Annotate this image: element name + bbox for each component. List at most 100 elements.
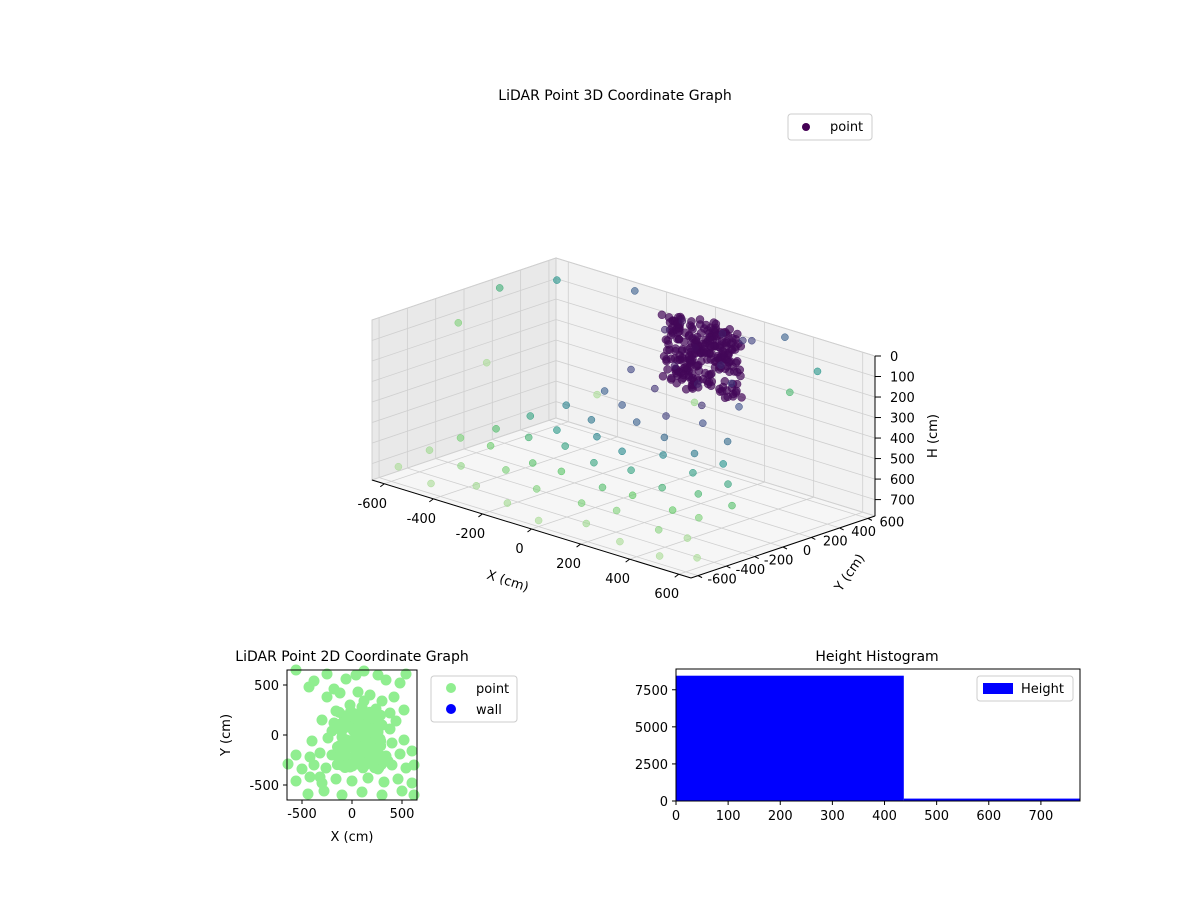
cluster-point (716, 387, 725, 396)
cluster-point (663, 365, 672, 374)
legend-wall-label: wall (476, 703, 502, 718)
grid-line-z (371, 298, 876, 398)
cluster-point (658, 372, 668, 381)
data-point (694, 490, 703, 498)
data-point (486, 442, 495, 450)
chart-3d: LiDAR Point 3D Coordinate Graph -600-400… (358, 88, 941, 602)
cluster-point (702, 348, 711, 357)
y-tick-label: -400 (736, 563, 766, 578)
data-point (670, 362, 679, 370)
data-point (661, 325, 669, 334)
data-point (690, 398, 699, 407)
point-marker (296, 763, 308, 775)
legend-point-marker (446, 683, 456, 693)
x-tick-label: -500 (287, 807, 317, 822)
y-tick-label: 2500 (635, 758, 668, 773)
cluster-point (736, 371, 745, 381)
legend-wall-marker (446, 704, 456, 714)
data-point (612, 506, 621, 515)
cluster-point (662, 355, 671, 364)
histogram-title: Height Histogram (815, 649, 938, 665)
chart-histogram: Height Histogram 0 100 200 300 400 500 600 7000… (635, 649, 1081, 824)
x-tick-mark (478, 513, 483, 518)
y-tick-label: -200 (764, 554, 794, 569)
grid-line-z (371, 257, 876, 357)
legend-frame (787, 113, 873, 141)
grid-line-y (378, 317, 699, 576)
data-point (724, 480, 732, 488)
z-tick-label: 100 (890, 371, 915, 386)
chart-2d-ylabel: Y (cm) (219, 714, 234, 757)
y-tick-label: 200 (823, 534, 848, 549)
z-tick-label: 400 (890, 432, 915, 447)
point-marker (376, 695, 388, 707)
point-marker (282, 758, 294, 770)
point-marker (308, 675, 320, 687)
chart-3d-legend: point (787, 113, 873, 141)
data-point (651, 384, 659, 393)
data-point (658, 483, 666, 492)
data-point (695, 513, 703, 522)
x-tick-mark (379, 483, 385, 488)
y-tick-label: -500 (249, 779, 279, 794)
point-marker (386, 737, 398, 749)
point-marker (336, 789, 348, 801)
data-point (781, 333, 789, 341)
data-point (427, 479, 435, 488)
data-point (668, 506, 677, 514)
x-tick-mark (674, 573, 680, 578)
legend-point-label: point (830, 120, 863, 135)
grid-line-y (491, 279, 812, 538)
data-point (727, 379, 736, 388)
grid-line-y (435, 298, 755, 557)
data-point (582, 519, 591, 528)
point-marker (334, 687, 346, 699)
point-marker (333, 752, 345, 763)
y-tick-mark (811, 537, 816, 540)
point-marker (343, 735, 355, 747)
grid-line-z (371, 339, 876, 439)
point-marker (308, 759, 320, 771)
point-marker (394, 748, 406, 760)
point-marker (384, 707, 396, 719)
point-marker (314, 747, 326, 759)
cluster-point (696, 328, 706, 338)
cluster-point (705, 341, 715, 350)
cluster-point (733, 329, 742, 339)
x-tick-mark (576, 543, 581, 548)
point-marker (406, 777, 418, 789)
data-point (660, 433, 669, 442)
data-point (728, 501, 736, 510)
data-point (557, 467, 566, 476)
point-marker (360, 741, 372, 753)
point-marker (398, 704, 410, 716)
y-tick-label: 0 (803, 544, 811, 559)
grid-line-y (463, 289, 784, 548)
data-point (562, 401, 570, 409)
histogram-bar (903, 798, 1080, 801)
cluster-point (733, 357, 742, 366)
data-point (553, 276, 561, 284)
y-tick-label: 500 (254, 679, 279, 694)
data-point (472, 482, 481, 490)
point-marker (408, 789, 420, 801)
data-point (553, 426, 561, 434)
grid-line-z (371, 319, 876, 418)
data-point (683, 534, 692, 542)
chart-3d-zlabel: H (cm) (926, 414, 941, 458)
x-tick-label: 400 (605, 572, 630, 587)
x-tick-label: 500 (924, 809, 949, 824)
cluster-point (706, 323, 715, 332)
legend-point-label: point (476, 682, 509, 697)
point-marker (321, 691, 333, 703)
x-tick-label: 300 (820, 809, 845, 824)
data-point (627, 466, 635, 474)
data-point (691, 344, 699, 352)
point-marker (318, 785, 330, 797)
z-tick-label: 300 (890, 412, 915, 427)
y-tick-mark (697, 575, 703, 579)
point-marker (352, 708, 364, 720)
x-tick-label: 0 (515, 542, 523, 557)
x-tick-label: 500 (390, 807, 415, 822)
point-marker (372, 714, 384, 726)
